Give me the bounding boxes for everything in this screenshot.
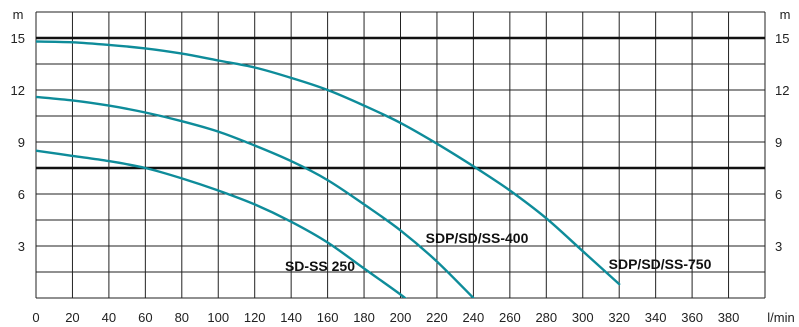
curves: [36, 40, 621, 298]
series-label: SDP/SD/SS-750: [609, 256, 712, 272]
y-tick-label-left: 9: [18, 135, 25, 150]
x-tick-label: 260: [499, 310, 521, 325]
x-tick-label: 340: [645, 310, 667, 325]
x-tick-label: 300: [572, 310, 594, 325]
y-axis-unit-right: m: [780, 7, 791, 22]
series-labels: SD-SS 250 SDP/SD/SS-400 SDP/SD/SS-750: [285, 230, 712, 274]
curve-sdp-sd-ss-750: [36, 40, 621, 286]
series-label: SD-SS 250: [285, 258, 355, 274]
y-tick-label-right: 12: [775, 83, 789, 98]
y-tick-label-right: 9: [775, 135, 782, 150]
y-tick-label-left: 12: [11, 83, 25, 98]
y-tick-label-right: 6: [775, 187, 782, 202]
x-tick-label: 140: [280, 310, 302, 325]
x-tick-label: 180: [353, 310, 375, 325]
y-tick-label-left: 15: [11, 31, 25, 46]
y-axis-unit-left: m: [13, 7, 24, 22]
x-tick-label: 120: [244, 310, 266, 325]
x-tick-label: 380: [718, 310, 740, 325]
x-tick-label: 240: [463, 310, 485, 325]
tick-labels: 0 20 40 60 80 100 120 140 160 180 200 220 240 260 280 3…: [11, 7, 795, 325]
curve-sd-ss-250: [36, 149, 408, 298]
x-tick-label: 0: [32, 310, 39, 325]
x-tick-label: 320: [608, 310, 630, 325]
y-tick-label-right: 15: [775, 31, 789, 46]
x-tick-label: 100: [207, 310, 229, 325]
x-tick-label: 160: [317, 310, 339, 325]
reference-lines: [36, 36, 765, 170]
y-tick-label-left: 6: [18, 187, 25, 202]
x-tick-label: 40: [102, 310, 116, 325]
x-tick-label: 60: [138, 310, 152, 325]
series-label: SDP/SD/SS-400: [426, 230, 529, 246]
x-tick-label: 280: [535, 310, 557, 325]
curve-sdp-sd-ss-400: [36, 95, 475, 298]
x-tick-label: 20: [65, 310, 79, 325]
x-tick-label: 80: [175, 310, 189, 325]
x-tick-label: 200: [390, 310, 412, 325]
y-tick-label-left: 3: [18, 239, 25, 254]
x-tick-label: 220: [426, 310, 448, 325]
x-tick-label: 360: [681, 310, 703, 325]
y-tick-label-right: 3: [775, 239, 782, 254]
x-axis-unit: l/min: [767, 310, 794, 325]
